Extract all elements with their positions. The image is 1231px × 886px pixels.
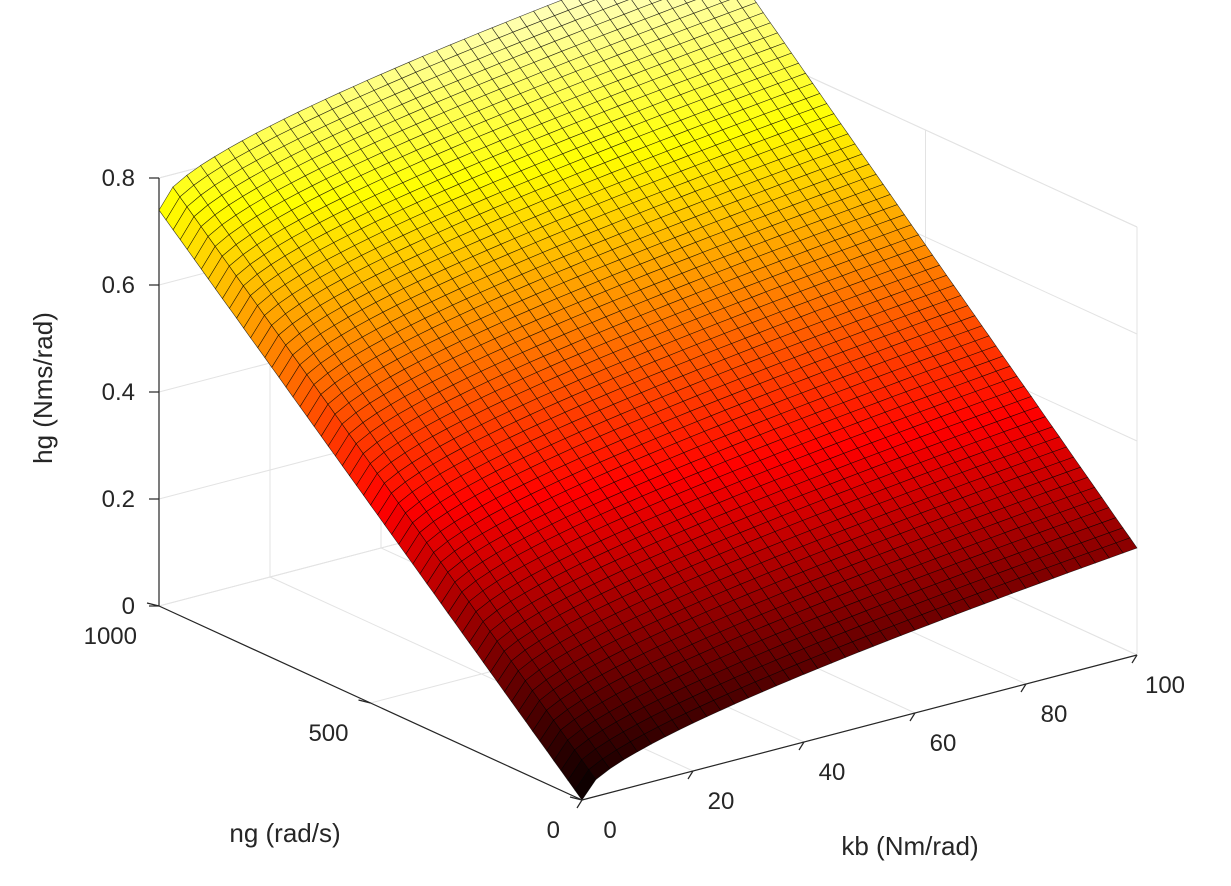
x-tick-label: 80 <box>1041 701 1068 728</box>
x-axis-line <box>581 654 1138 801</box>
y-axis-label: ng (rad/s) <box>229 818 340 848</box>
x-tick-mark <box>1020 683 1027 693</box>
x-tick-label: 20 <box>708 788 735 815</box>
x-tick-label: 100 <box>1145 672 1185 699</box>
z-tick-label: 0.2 <box>102 486 135 513</box>
x-tick-mark <box>798 741 805 751</box>
x-tick-label: 40 <box>819 759 846 786</box>
x-tick-mark <box>1131 654 1138 664</box>
x-tick-mark <box>687 770 694 780</box>
y-tick-label: 0 <box>547 817 560 844</box>
z-axis-label: hg (Nms/rad) <box>28 312 58 464</box>
x-tick-mark <box>576 799 583 809</box>
x-tick-label: 0 <box>603 817 616 844</box>
z-tick-label: 0.8 <box>102 165 135 192</box>
y-tick-mark <box>569 796 583 801</box>
y-tick-label: 1000 <box>84 623 137 650</box>
x-axis-label: kb (Nm/rad) <box>841 831 978 861</box>
surface-plot <box>158 0 1138 801</box>
x-tick-mark <box>909 712 916 722</box>
surface-patch <box>1115 537 1138 554</box>
z-tick-label: 0.4 <box>102 379 135 406</box>
x-tick-label: 60 <box>930 730 957 757</box>
y-tick-mark <box>358 699 371 704</box>
y-tick-label: 500 <box>308 720 348 747</box>
axes-lines <box>146 177 1138 809</box>
z-tick-label: 0 <box>122 593 135 620</box>
z-tick-label: 0.6 <box>102 272 135 299</box>
